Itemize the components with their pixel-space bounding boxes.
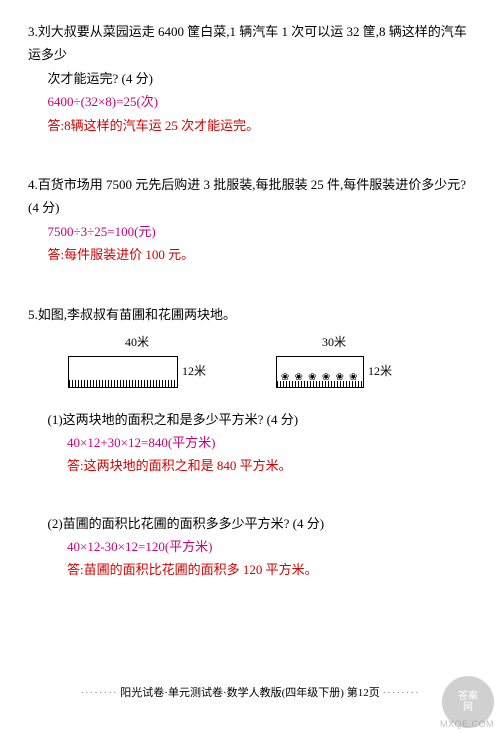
figure-seedbed: 40米 12米	[68, 332, 206, 388]
answer-text: 答:8辆这样的汽车运 25 次才能运完。	[28, 114, 472, 137]
figure-top-label: 30米	[322, 332, 346, 354]
figure-body: 12米	[276, 356, 392, 388]
flower-icon	[322, 373, 332, 385]
figure-body: 12米	[68, 356, 206, 388]
flower-icon	[335, 373, 345, 385]
work-text: 7500÷3÷25=100(元)	[28, 220, 472, 243]
subproblem-1: (1)这两块地的面积之和是多少平方米? (4 分) 40×12+30×12=84…	[28, 408, 472, 478]
page-footer: ········ 阳光试卷·单元测试卷·数学人教版(四年级下册) 第12页 ··…	[0, 684, 500, 704]
question-text: 3.刘大叔要从菜园运走 6400 筐白菜,1 辆汽车 1 次可以运 32 筐,8…	[28, 20, 472, 67]
problem-3: 3.刘大叔要从菜园运走 6400 筐白菜,1 辆汽车 1 次可以运 32 筐,8…	[28, 20, 472, 137]
work-text: 6400÷(32×8)=25(次)	[28, 90, 472, 113]
work-text: 40×12-30×12=120(平方米)	[48, 535, 473, 558]
footer-dots-left: ········	[80, 687, 117, 699]
watermark-url: MXQE.COM	[440, 716, 494, 732]
subproblem-2: (2)苗圃的面积比花圃的面积多多少平方米? (4 分) 40×12-30×12=…	[28, 512, 472, 582]
figure-side-label: 12米	[368, 361, 392, 383]
figure-top-label: 40米	[125, 332, 149, 354]
watermark-line1: 答案	[458, 691, 478, 702]
answer-text: 答:这两块地的面积之和是 840 平方米。	[48, 454, 473, 477]
rect-flowerbed	[276, 356, 364, 388]
rect-seedbed	[68, 356, 178, 388]
work-text: 40×12+30×12=840(平方米)	[48, 431, 473, 454]
flower-icon	[349, 373, 359, 385]
problem-5: 5.如图,李叔叔有苗圃和花圃两块地。 40米 12米 30米 12米	[28, 303, 472, 582]
figure-flowerbed: 30米 12米	[276, 332, 392, 388]
watermark-line2: 网	[463, 702, 473, 713]
flower-icon	[281, 373, 291, 385]
question-text: (1)这两块地的面积之和是多少平方米? (4 分)	[48, 408, 473, 431]
problem-4: 4.百货市场用 7500 元先后购进 3 批服装,每批服装 25 件,每件服装进…	[28, 173, 472, 267]
figure-side-label: 12米	[182, 361, 206, 383]
question-text: 5.如图,李叔叔有苗圃和花圃两块地。	[28, 303, 472, 326]
footer-dots-right: ········	[382, 687, 419, 699]
question-text: (2)苗圃的面积比花圃的面积多多少平方米? (4 分)	[48, 512, 473, 535]
answer-text: 答:苗圃的面积比花圃的面积多 120 平方米。	[48, 558, 473, 581]
answer-text: 答:每件服装进价 100 元。	[28, 243, 472, 266]
flower-icon	[295, 373, 305, 385]
footer-text: 阳光试卷·单元测试卷·数学人教版(四年级下册) 第12页	[120, 687, 379, 699]
figures-row: 40米 12米 30米 12米	[28, 326, 472, 398]
flower-icon	[308, 373, 318, 385]
question-text-cont: 次才能运完? (4 分)	[28, 67, 472, 90]
question-text: 4.百货市场用 7500 元先后购进 3 批服装,每批服装 25 件,每件服装进…	[28, 173, 472, 220]
